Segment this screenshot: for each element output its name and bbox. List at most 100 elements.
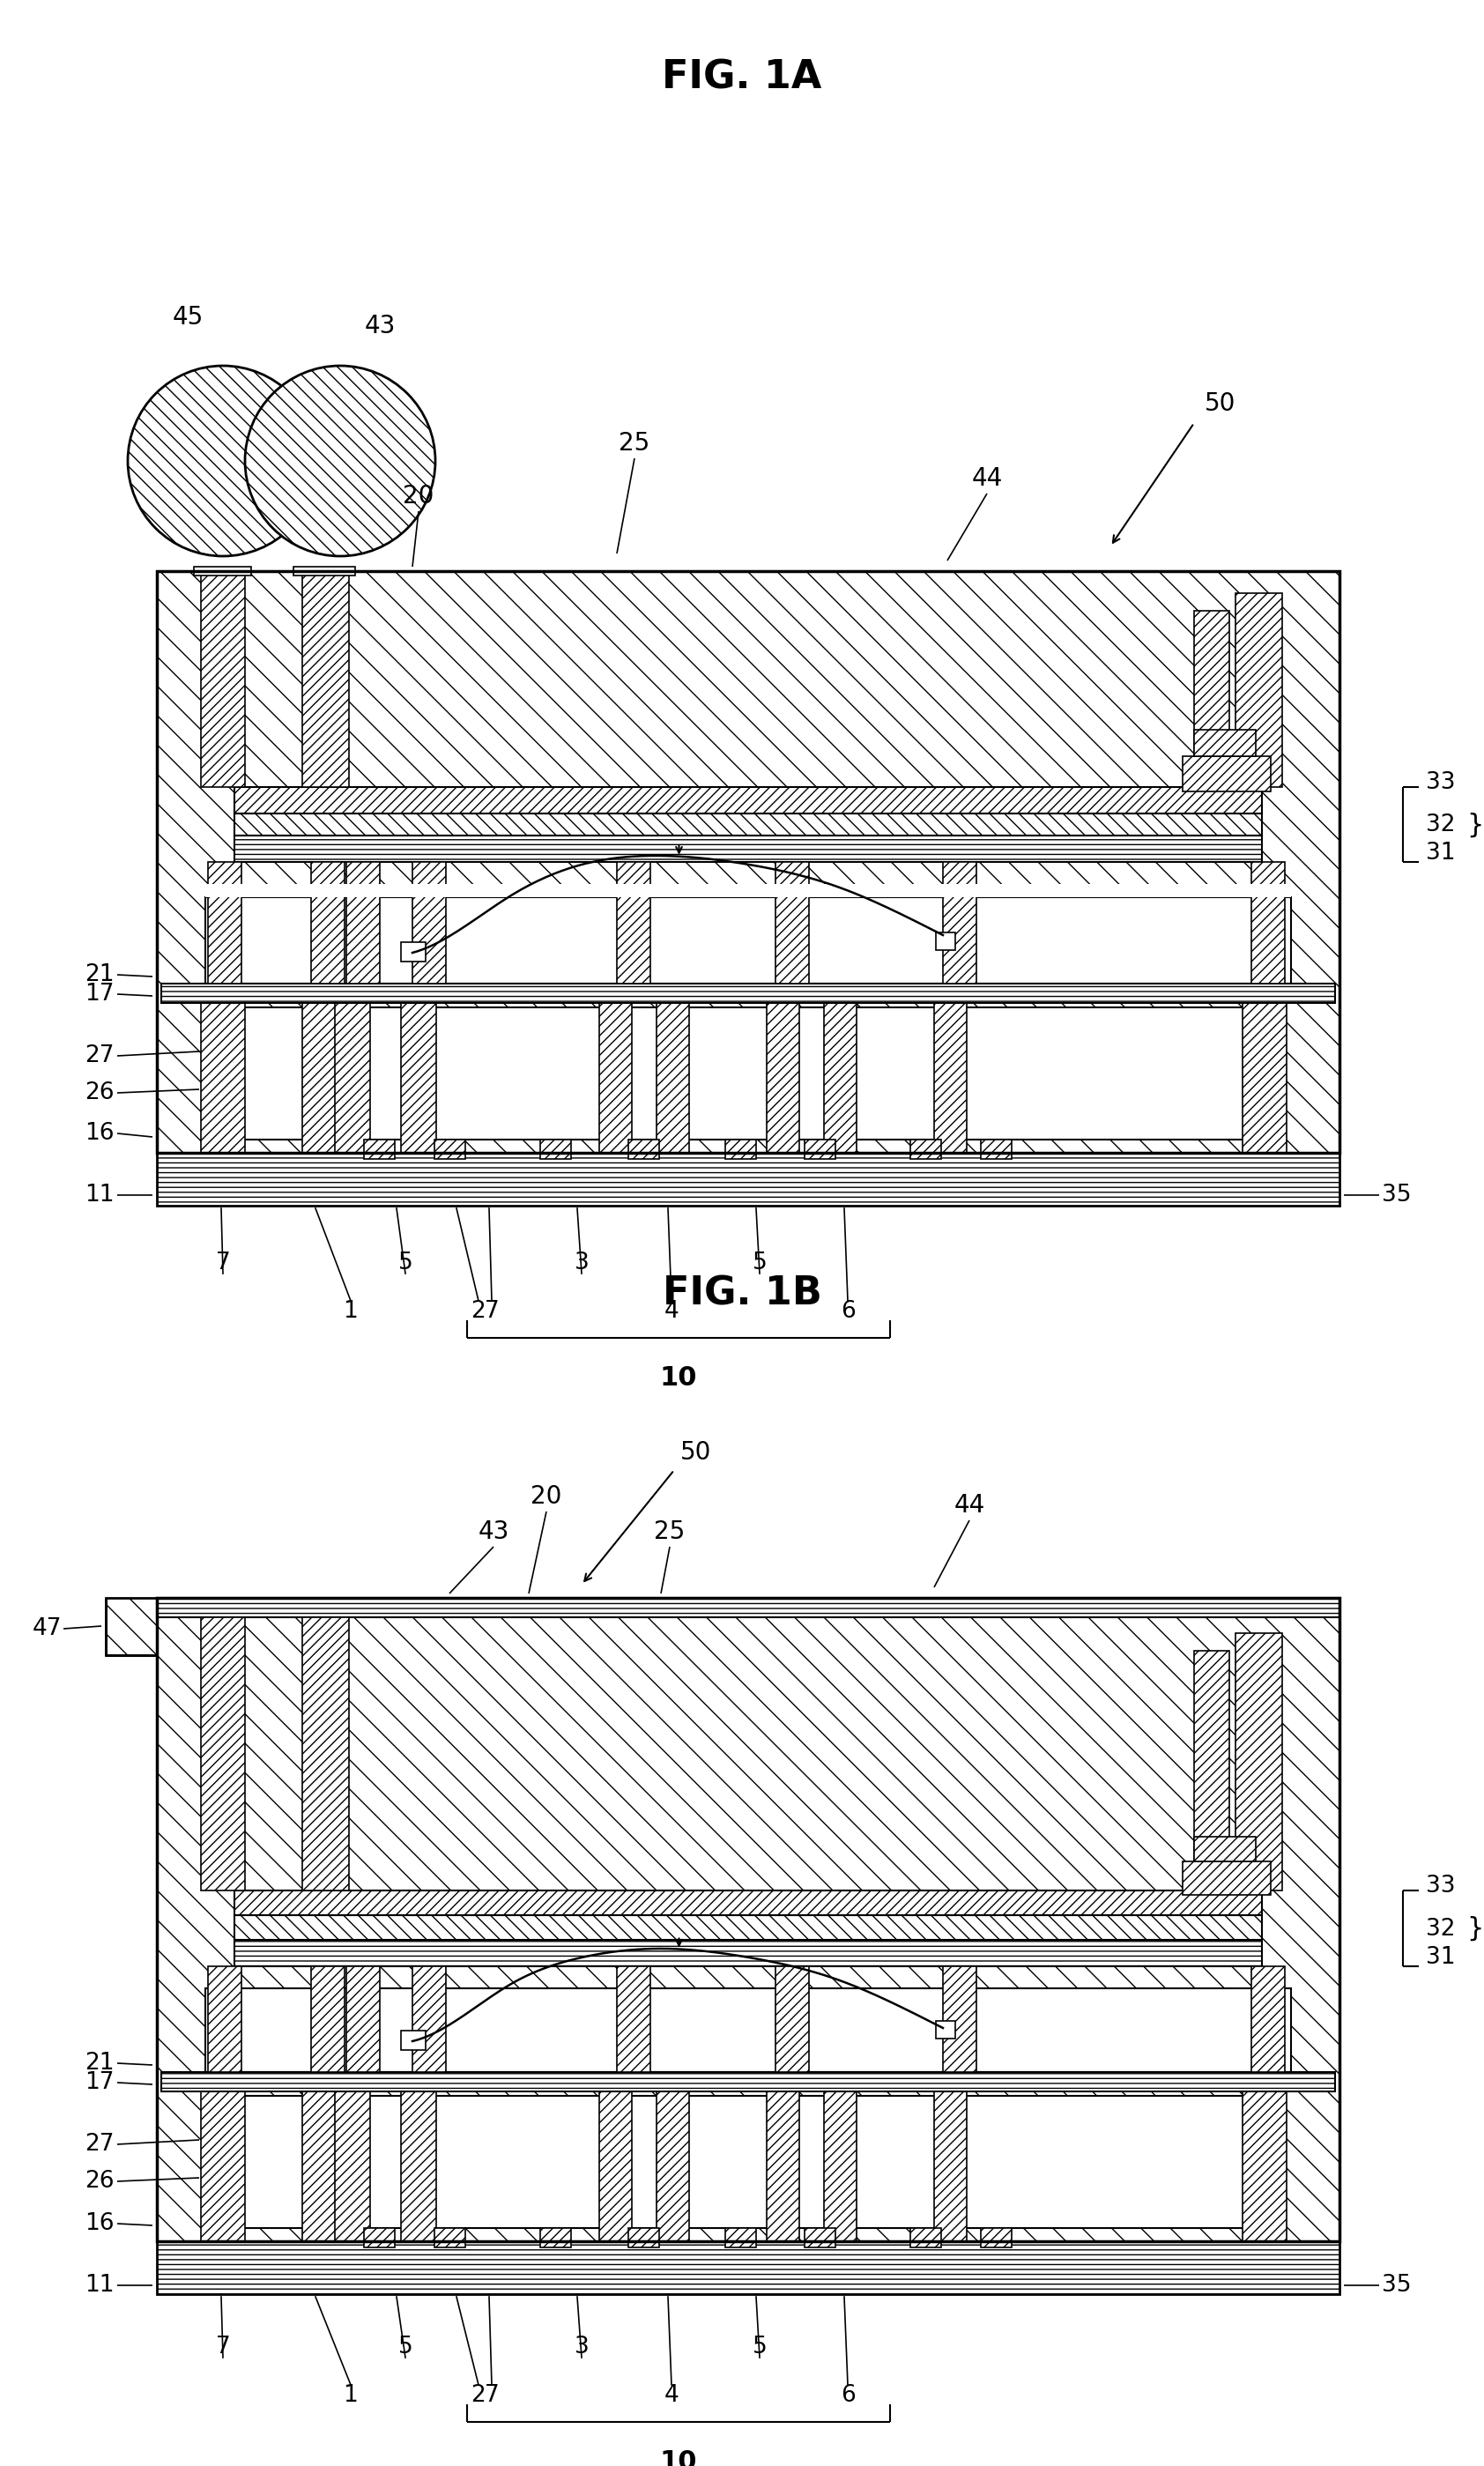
Bar (200, 1004, 245, 1152)
Bar (1195, 730, 1255, 757)
Bar (804, 2229, 835, 2247)
Bar (804, 1139, 835, 1159)
Text: 5: 5 (398, 2335, 413, 2357)
Text: 1: 1 (343, 1300, 358, 1322)
Text: 6: 6 (840, 2385, 855, 2407)
Text: 7: 7 (215, 2335, 230, 2357)
Bar (981, 2229, 1012, 2247)
Text: 26: 26 (85, 2170, 114, 2192)
Bar (162, 984, 1336, 1004)
Text: 27: 27 (85, 2133, 114, 2155)
Text: 43: 43 (364, 313, 395, 338)
Bar (157, 1152, 1340, 1206)
Bar (335, 2074, 370, 2242)
Text: 43: 43 (478, 1519, 509, 1544)
Bar (303, 2091, 341, 2242)
Bar (234, 814, 1261, 836)
Bar (303, 572, 349, 787)
Bar (1195, 612, 1229, 787)
Bar (294, 567, 355, 575)
Text: 10: 10 (660, 1364, 697, 1391)
Text: 31: 31 (1426, 841, 1456, 866)
Bar (157, 2242, 1340, 2293)
Text: 45: 45 (172, 306, 203, 330)
Text: } 30: } 30 (1468, 1916, 1484, 1941)
Text: 6: 6 (840, 1300, 855, 1322)
Text: 11: 11 (85, 2274, 114, 2296)
Text: 32: 32 (1426, 814, 1456, 836)
Text: 17: 17 (85, 981, 114, 1006)
Text: 50: 50 (1205, 392, 1236, 417)
Text: 21: 21 (85, 964, 114, 986)
Bar (346, 863, 380, 984)
Text: 32: 32 (1426, 1919, 1456, 1941)
Text: 5: 5 (398, 1253, 413, 1275)
Bar (726, 1139, 757, 1159)
Bar (726, 2229, 757, 2247)
Bar (401, 986, 436, 1152)
Bar (200, 2091, 245, 2242)
Bar (656, 2074, 689, 2242)
Bar (205, 898, 1291, 984)
Text: 35: 35 (1382, 2274, 1411, 2296)
Bar (942, 863, 976, 984)
Bar (1251, 863, 1285, 984)
Text: 4: 4 (665, 1300, 678, 1322)
Text: 50: 50 (681, 1440, 712, 1465)
Bar (617, 863, 650, 984)
Text: 31: 31 (1426, 1946, 1456, 1968)
Bar (1183, 1862, 1270, 1894)
Bar (435, 1139, 466, 1159)
Text: 7: 7 (484, 2385, 499, 2407)
Bar (435, 2229, 466, 2247)
Bar (767, 2074, 800, 2242)
Bar (205, 1988, 1291, 2071)
Bar (234, 787, 1261, 814)
Text: 16: 16 (85, 2212, 114, 2234)
Text: FIG. 1A: FIG. 1A (662, 59, 822, 96)
Bar (776, 1965, 809, 2071)
Text: 5: 5 (752, 2335, 767, 2357)
Bar (936, 932, 956, 949)
Bar (401, 942, 426, 962)
Bar (162, 2071, 1336, 2091)
Bar (776, 863, 809, 984)
Text: 1: 1 (343, 2385, 358, 2407)
Text: 35: 35 (1382, 1184, 1411, 1206)
Bar (936, 2022, 956, 2039)
Bar (157, 1598, 1340, 2242)
Bar (364, 2229, 395, 2247)
Bar (1183, 757, 1270, 792)
Bar (617, 1965, 650, 2071)
Text: 4: 4 (665, 2385, 678, 2407)
Bar (910, 2229, 941, 2247)
Text: 44: 44 (954, 1492, 985, 1517)
Bar (157, 572, 1340, 1152)
Bar (157, 1598, 1340, 1618)
Bar (312, 863, 344, 984)
Bar (981, 1139, 1012, 1159)
Bar (600, 2074, 632, 2242)
Text: 33: 33 (1426, 772, 1456, 794)
Bar (600, 986, 632, 1152)
Bar (824, 986, 856, 1152)
Bar (303, 1618, 349, 1891)
Bar (1251, 1965, 1285, 2071)
Bar (401, 2030, 426, 2049)
Text: 20: 20 (531, 1485, 562, 1509)
Text: 27: 27 (85, 1046, 114, 1068)
Text: 10: 10 (660, 2449, 697, 2466)
Bar (234, 836, 1261, 863)
Bar (205, 883, 1291, 898)
Bar (346, 1965, 380, 2071)
Circle shape (245, 365, 435, 557)
Text: } 30: } 30 (1468, 811, 1484, 838)
Text: 25: 25 (619, 432, 650, 456)
Text: 2: 2 (470, 2385, 485, 2407)
Text: 3: 3 (574, 1253, 589, 1275)
Text: 5: 5 (752, 1253, 767, 1275)
Bar (1195, 1650, 1229, 1891)
Bar (234, 1941, 1261, 1965)
Bar (208, 863, 242, 984)
Bar (208, 1965, 242, 2071)
